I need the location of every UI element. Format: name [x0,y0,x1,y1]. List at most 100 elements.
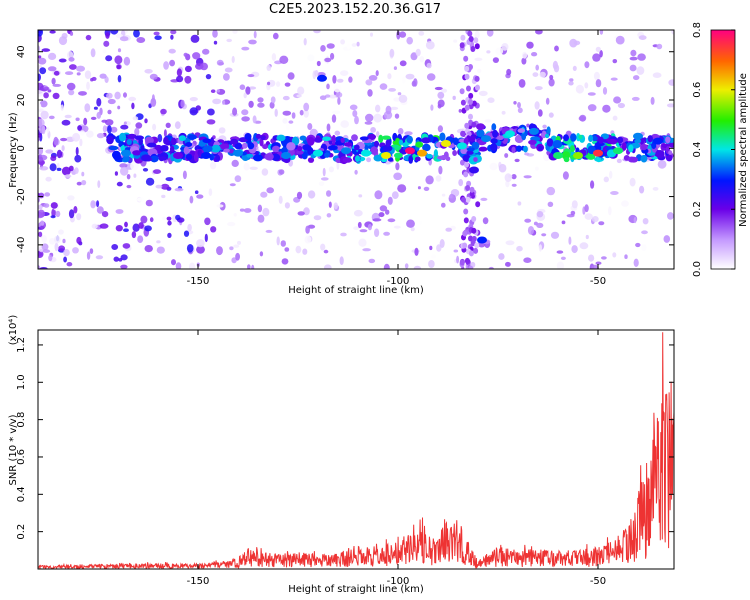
noise-speck [636,66,645,75]
stripe-speck [468,265,474,269]
noise-speck [247,74,255,78]
noise-speck [50,215,56,219]
noise-speck [527,226,535,235]
stripe-speck [468,64,473,70]
band-speck [616,136,624,144]
noise-speck [58,229,64,235]
band-speck [359,136,369,141]
noise-speck [38,118,45,128]
noise-speck [617,102,626,109]
noise-speck [434,86,443,91]
noise-speck [303,38,307,46]
noise-speck [299,109,304,116]
band-speck [126,139,132,145]
stripe-speck [471,216,477,222]
noise-speck [205,74,212,80]
noise-speck [333,202,338,210]
noise-speck [210,89,216,93]
noise-speck [157,134,163,143]
noise-speck [63,256,67,263]
noise-speck [56,149,63,159]
noise-speck [313,215,322,221]
noise-speck [370,32,373,37]
noise-speck [126,174,131,180]
band-speck [408,155,414,164]
spectral-peak [653,137,663,145]
noise-speck [353,226,359,231]
noise-speck [269,101,275,109]
noise-speck [47,89,52,93]
colorbar-label: Normalized spectral amplitude [738,73,749,227]
noise-speck [123,92,127,98]
noise-speck [175,262,182,269]
noise-speck [154,35,162,40]
noise-speck [40,220,45,226]
noise-speck [72,132,81,142]
noise-speck [270,96,276,104]
noise-speck [517,107,523,114]
chart-title: C2E5.2023.152.20.36.G17 [268,2,442,17]
spectral-peak [553,152,563,159]
spectral-peak [593,149,603,157]
band-speck [381,135,391,140]
noise-speck [314,70,319,77]
band-speck [353,144,360,151]
noise-speck [117,105,121,110]
noise-speck [556,261,565,269]
band-speck [570,145,575,153]
noise-speck [610,77,618,81]
noise-speck [133,173,137,178]
noise-speck [122,243,131,249]
noise-speck [397,92,402,96]
noise-speck [176,68,182,77]
noise-speck [546,186,556,196]
noise-speck [107,125,112,134]
noise-speck [189,195,194,204]
noise-speck [233,244,240,248]
noise-speck [418,221,423,225]
band-speck [492,129,499,138]
noise-speck [650,96,655,105]
noise-speck [326,213,332,218]
snr-y-label: SNR (10 * v/v) [8,414,19,485]
noise-speck [47,66,57,72]
noise-speck [549,74,554,80]
band-speck [302,144,312,151]
stripe-speck [473,247,479,254]
noise-speck [90,200,96,209]
spectral-peak [173,152,183,159]
noise-speck [562,92,569,97]
noise-speck [133,30,140,38]
band-speck [246,153,254,158]
band-speck [517,128,525,133]
noise-speck [176,75,184,83]
noise-speck [51,208,56,218]
noise-speck [352,110,358,117]
spectral-peak [361,149,371,157]
noise-speck [668,79,674,86]
noise-speck [253,30,257,39]
band-speck [159,145,169,152]
band-speck [183,146,189,155]
noise-speck [579,242,589,250]
stripe-speck [470,46,476,52]
noise-speck [328,166,334,173]
stripe-speck [461,196,466,203]
noise-speck [101,211,109,218]
noise-speck [478,90,488,97]
noise-speck [346,43,351,50]
stripe-speck [471,227,477,234]
noise-speck [399,31,407,38]
band-speck [538,145,543,151]
noise-speck [591,216,599,223]
noise-speck [633,75,640,81]
stripe-speck [465,196,471,203]
noise-speck [305,225,310,234]
noise-speck [209,161,217,170]
noise-speck [279,55,289,64]
noise-speck [456,255,460,264]
noise-speck [322,167,326,177]
noise-speck [234,175,242,183]
noise-speck [418,31,425,36]
noise-speck [64,174,72,178]
